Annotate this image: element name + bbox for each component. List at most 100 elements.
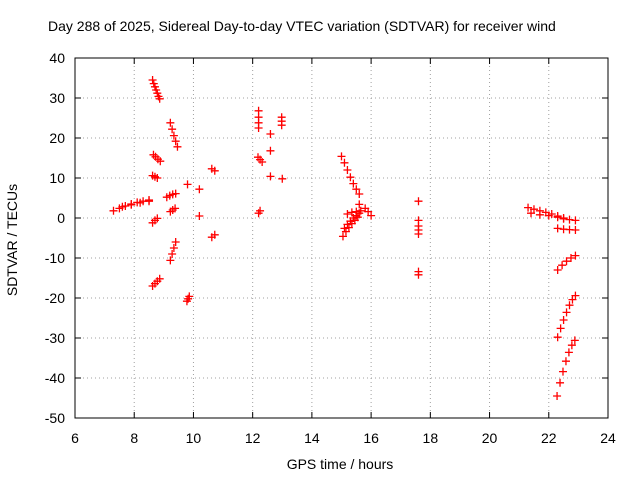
series-s05 <box>148 171 162 182</box>
data-point <box>562 257 571 266</box>
data-point <box>556 378 565 387</box>
series-s11 <box>166 238 180 265</box>
series-s36 <box>527 209 553 220</box>
data-point <box>561 357 570 366</box>
data-point <box>566 254 575 262</box>
data-point <box>266 172 275 181</box>
series-s34 <box>414 267 423 279</box>
series-s23 <box>266 172 275 181</box>
data-point <box>352 185 361 194</box>
data-point <box>349 179 358 188</box>
series-s17 <box>207 230 219 242</box>
series-s20 <box>254 206 265 218</box>
data-point <box>570 336 579 345</box>
y-tick-label: 30 <box>49 90 65 106</box>
data-point <box>136 198 145 207</box>
data-points <box>109 76 580 400</box>
data-point <box>156 157 165 166</box>
data-point <box>266 130 275 138</box>
series-s29 <box>343 206 365 218</box>
data-point <box>118 202 127 211</box>
axis-ticks: 6 8 10 12 14 16 18 20 22 24 -50 -40 -30 -20 -10 0 10 20 30… <box>45 50 616 446</box>
data-point <box>168 250 177 258</box>
data-point <box>149 150 158 159</box>
data-point <box>127 200 136 209</box>
data-point <box>571 291 580 300</box>
data-point <box>355 200 364 209</box>
data-point <box>168 125 177 134</box>
data-point <box>559 214 568 223</box>
data-point <box>277 121 286 130</box>
series-s15 <box>195 212 204 220</box>
data-point <box>343 166 352 174</box>
data-point <box>338 232 347 241</box>
data-point <box>559 316 568 324</box>
data-point <box>266 146 275 155</box>
grid-lines <box>75 58 608 418</box>
y-axis-label: SDTVAR / TECUs <box>4 183 20 297</box>
series-s19 <box>253 153 267 166</box>
data-point <box>367 211 376 220</box>
data-point <box>544 211 553 220</box>
data-point <box>524 203 533 212</box>
data-point <box>155 94 164 103</box>
data-point <box>553 266 562 274</box>
data-point <box>567 341 576 350</box>
series-s06 <box>148 214 162 227</box>
data-point <box>278 174 287 183</box>
series-s39 <box>553 251 580 274</box>
series-s37 <box>553 213 580 225</box>
series-s13 <box>183 180 192 189</box>
data-point <box>414 270 423 279</box>
y-tick-label: 40 <box>49 50 65 66</box>
data-point <box>169 244 178 252</box>
data-point <box>571 226 580 234</box>
data-point <box>414 197 423 206</box>
data-point <box>553 333 562 342</box>
data-point <box>166 256 175 265</box>
data-point <box>173 142 182 151</box>
data-point <box>347 208 356 217</box>
data-point <box>356 206 365 215</box>
x-axis-label: GPS time / hours <box>286 456 394 472</box>
data-point <box>340 158 349 167</box>
series-s33 <box>414 216 423 238</box>
data-point <box>353 213 362 222</box>
series-s40 <box>553 291 580 342</box>
series-s12 <box>182 292 194 306</box>
y-tick-label: 0 <box>57 210 65 226</box>
data-point <box>571 251 580 260</box>
data-point <box>562 308 571 317</box>
data-point <box>558 261 567 270</box>
x-tick-label: 12 <box>245 430 261 446</box>
data-point <box>171 204 180 213</box>
data-point <box>527 209 536 218</box>
series-s02 <box>118 197 154 211</box>
data-point <box>553 392 562 400</box>
data-point <box>258 158 267 166</box>
data-point <box>183 180 192 189</box>
series-s31 <box>355 200 364 209</box>
data-point <box>337 152 346 161</box>
series-s38 <box>553 224 580 234</box>
data-point <box>553 213 562 222</box>
data-point <box>346 173 355 182</box>
x-tick-label: 20 <box>482 430 498 446</box>
data-point <box>171 137 180 146</box>
series-s24 <box>277 113 286 130</box>
data-point <box>414 230 423 238</box>
y-tick-label: -10 <box>45 250 65 266</box>
data-point <box>155 274 164 283</box>
data-point <box>254 124 263 132</box>
series-s10 <box>166 204 180 216</box>
data-point <box>153 174 162 182</box>
data-point <box>343 210 352 218</box>
series-s14 <box>195 185 204 194</box>
data-point <box>565 215 574 224</box>
data-point <box>210 166 219 175</box>
data-point <box>535 210 544 219</box>
data-point <box>355 190 364 198</box>
data-point <box>171 238 180 246</box>
data-point <box>352 207 361 216</box>
